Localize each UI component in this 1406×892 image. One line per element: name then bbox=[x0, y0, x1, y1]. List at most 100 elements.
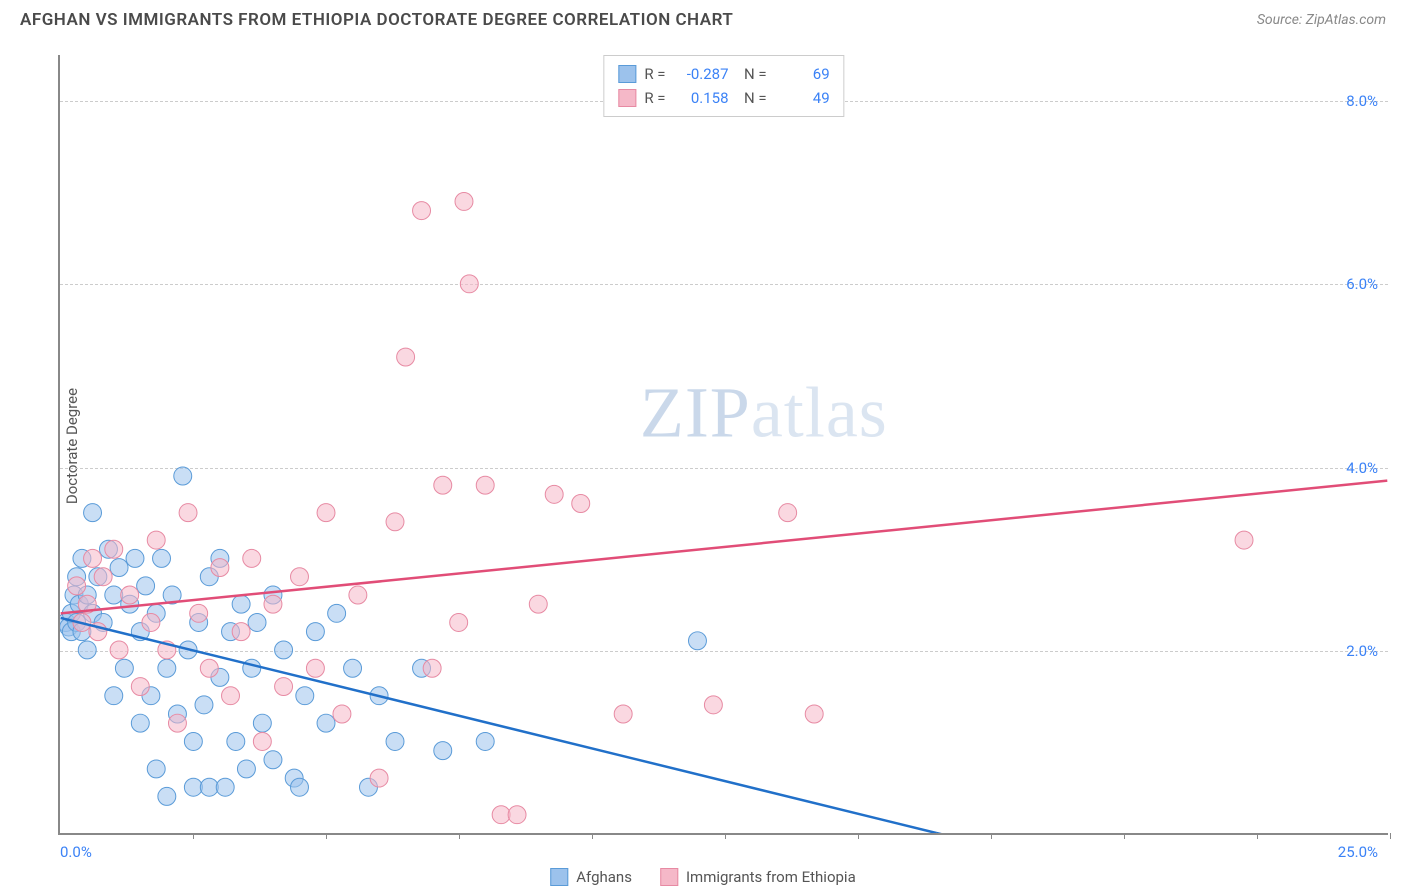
x-tick-mark bbox=[991, 833, 992, 839]
scatter-point bbox=[296, 687, 314, 705]
scatter-point bbox=[195, 696, 213, 714]
scatter-point bbox=[222, 687, 240, 705]
scatter-point bbox=[237, 760, 255, 778]
scatter-point bbox=[94, 568, 112, 586]
legend-row-ethiopia: R =0.158 N =49 bbox=[618, 86, 829, 110]
source-label: Source: ZipAtlas.com bbox=[1257, 12, 1386, 28]
scatter-point bbox=[232, 595, 250, 613]
scatter-point bbox=[158, 787, 176, 805]
scatter-point bbox=[572, 495, 590, 513]
scatter-point bbox=[137, 577, 155, 595]
scatter-point bbox=[158, 659, 176, 677]
scatter-point bbox=[253, 714, 271, 732]
scatter-point bbox=[179, 504, 197, 522]
scatter-point bbox=[492, 806, 510, 824]
scatter-point bbox=[688, 632, 706, 650]
x-tick-mark bbox=[326, 833, 327, 839]
scatter-point bbox=[264, 595, 282, 613]
scatter-point bbox=[386, 513, 404, 531]
scatter-point bbox=[190, 604, 208, 622]
scatter-point bbox=[200, 659, 218, 677]
trendline bbox=[61, 481, 1388, 614]
plot-svg bbox=[60, 55, 1388, 833]
scatter-point bbox=[508, 806, 526, 824]
scatter-point bbox=[200, 778, 218, 796]
x-tick-mark bbox=[725, 833, 726, 839]
scatter-point bbox=[386, 732, 404, 750]
scatter-point bbox=[476, 476, 494, 494]
x-tick-mark bbox=[1390, 833, 1391, 839]
scatter-point bbox=[1235, 531, 1253, 549]
scatter-point bbox=[328, 604, 346, 622]
scatter-point bbox=[142, 614, 160, 632]
legend-item-afghans: Afghans bbox=[550, 868, 632, 886]
scatter-point bbox=[110, 559, 128, 577]
swatch-ethiopia-icon bbox=[660, 868, 678, 886]
scatter-point bbox=[349, 586, 367, 604]
scatter-point bbox=[153, 549, 171, 567]
x-tick-mark bbox=[858, 833, 859, 839]
scatter-point bbox=[131, 678, 149, 696]
scatter-point bbox=[317, 504, 335, 522]
swatch-ethiopia bbox=[618, 89, 636, 107]
scatter-point bbox=[227, 732, 245, 750]
scatter-point bbox=[413, 202, 431, 220]
scatter-point bbox=[450, 614, 468, 632]
scatter-point bbox=[147, 531, 165, 549]
plot-region: ZIPatlas 2.0%4.0%6.0%8.0% R =-0.287 N =6… bbox=[58, 55, 1388, 835]
scatter-point bbox=[275, 678, 293, 696]
scatter-point bbox=[529, 595, 547, 613]
legend-item-ethiopia: Immigrants from Ethiopia bbox=[660, 868, 856, 886]
scatter-point bbox=[275, 641, 293, 659]
scatter-point bbox=[476, 732, 494, 750]
scatter-point bbox=[291, 568, 309, 586]
scatter-point bbox=[243, 659, 261, 677]
trendline bbox=[61, 618, 937, 833]
scatter-point bbox=[434, 476, 452, 494]
scatter-point bbox=[121, 586, 139, 604]
scatter-point bbox=[545, 485, 563, 503]
scatter-point bbox=[184, 732, 202, 750]
scatter-point bbox=[614, 705, 632, 723]
x-tick-mark bbox=[592, 833, 593, 839]
scatter-point bbox=[423, 659, 441, 677]
x-tick-mark bbox=[1257, 833, 1258, 839]
legend-row-afghans: R =-0.287 N =69 bbox=[618, 62, 829, 86]
scatter-point bbox=[105, 540, 123, 558]
scatter-point bbox=[68, 577, 86, 595]
scatter-point bbox=[317, 714, 335, 732]
scatter-point bbox=[115, 659, 133, 677]
scatter-point bbox=[291, 778, 309, 796]
x-tick-mark bbox=[459, 833, 460, 839]
chart-area: ZIPatlas 2.0%4.0%6.0%8.0% R =-0.287 N =6… bbox=[58, 55, 1388, 835]
swatch-afghans-icon bbox=[550, 868, 568, 886]
scatter-point bbox=[184, 778, 202, 796]
scatter-point bbox=[460, 275, 478, 293]
scatter-point bbox=[232, 623, 250, 641]
scatter-point bbox=[110, 641, 128, 659]
scatter-point bbox=[434, 742, 452, 760]
scatter-point bbox=[248, 614, 266, 632]
scatter-point bbox=[168, 714, 186, 732]
scatter-point bbox=[105, 586, 123, 604]
scatter-point bbox=[370, 769, 388, 787]
scatter-point bbox=[105, 687, 123, 705]
x-tick-mark bbox=[1124, 833, 1125, 839]
scatter-point bbox=[243, 549, 261, 567]
legend-stats: R =-0.287 N =69 R =0.158 N =49 bbox=[603, 55, 844, 117]
x-origin-label: 0.0% bbox=[60, 843, 92, 861]
scatter-point bbox=[174, 467, 192, 485]
scatter-point bbox=[704, 696, 722, 714]
scatter-point bbox=[84, 549, 102, 567]
scatter-point bbox=[344, 659, 362, 677]
scatter-point bbox=[397, 348, 415, 366]
legend-series: Afghans Immigrants from Ethiopia bbox=[550, 868, 855, 886]
x-tick-mark bbox=[193, 833, 194, 839]
scatter-point bbox=[779, 504, 797, 522]
scatter-point bbox=[84, 504, 102, 522]
chart-title: AFGHAN VS IMMIGRANTS FROM ETHIOPIA DOCTO… bbox=[20, 10, 733, 30]
scatter-point bbox=[216, 778, 234, 796]
scatter-point bbox=[147, 760, 165, 778]
scatter-point bbox=[333, 705, 351, 723]
scatter-point bbox=[126, 549, 144, 567]
